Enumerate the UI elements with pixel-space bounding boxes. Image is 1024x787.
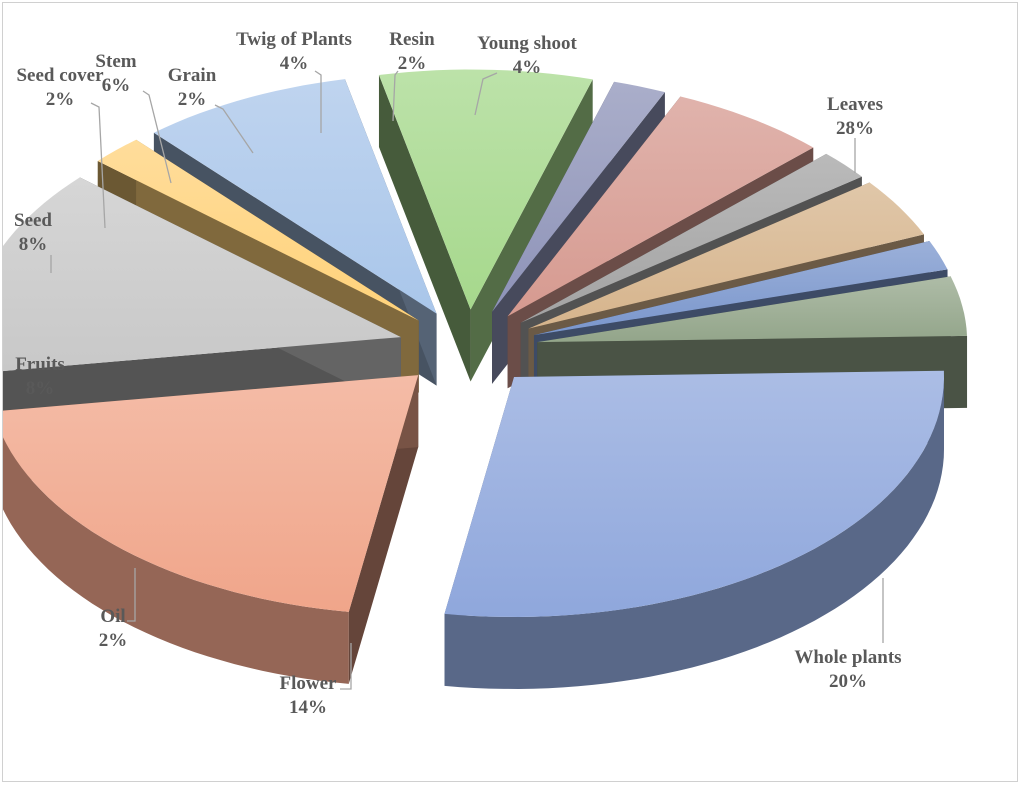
slice-stem-top bbox=[507, 96, 814, 317]
data-label-flower-percent: 14% bbox=[289, 697, 327, 718]
leader-line-resin bbox=[392, 70, 399, 122]
data-label-leaves-percent: 28% bbox=[836, 118, 874, 139]
data-label-stem-name: Stem bbox=[95, 51, 136, 72]
data-label-grain-percent: 2% bbox=[178, 89, 207, 110]
slice-young-shoot-top bbox=[537, 276, 967, 343]
data-label-fruits-name: Fruits bbox=[15, 354, 65, 375]
data-label-seed-cover-percent: 2% bbox=[46, 89, 75, 110]
data-label-whole-plants-name: Whole plants bbox=[794, 647, 901, 668]
slice-whole-plants-outer-wall bbox=[3, 437, 349, 684]
leader-line-stem bbox=[142, 90, 172, 184]
slices-layer bbox=[3, 69, 968, 689]
data-label-oil-name: Oil bbox=[100, 606, 125, 627]
pie-chart: Leaves 28% Whole plants 20% Flower 14% Oil 2% Fr… bbox=[3, 29, 968, 718]
leader-line-flower bbox=[340, 643, 352, 690]
data-label-seed-percent: 8% bbox=[19, 234, 48, 255]
slice-whole-plants-side-wall bbox=[348, 375, 419, 684]
leader-line-seed-cover bbox=[90, 102, 106, 229]
slice-seed-side-wall bbox=[378, 75, 471, 382]
leader-line-twig-of-plants bbox=[314, 70, 322, 133]
data-label-fruits-percent: 8% bbox=[26, 378, 55, 399]
slice-whole-plants-top bbox=[3, 375, 419, 612]
slice-seed-cover-top bbox=[492, 81, 665, 312]
data-label-resin-percent: 2% bbox=[398, 53, 427, 74]
slice-grain-top bbox=[520, 153, 862, 323]
data-label-seed-name: Seed bbox=[14, 210, 52, 231]
data-label-grain-name: Grain bbox=[168, 65, 217, 86]
slice-twig-of-plants-top bbox=[528, 182, 924, 329]
data-label-young-shoot-percent: 4% bbox=[513, 57, 542, 78]
slice-leaves-outer-wall bbox=[444, 377, 944, 689]
data-label-stem-percent: 6% bbox=[102, 75, 131, 96]
slice-leaves bbox=[444, 370, 944, 689]
data-labels: Leaves 28% Whole plants 20% Flower 14% Oil 2% Fr… bbox=[14, 29, 902, 718]
slice-flower bbox=[3, 177, 401, 444]
data-label-whole-plants-percent: 20% bbox=[829, 671, 867, 692]
slice-flower-top bbox=[3, 177, 401, 372]
slice-resin-top bbox=[533, 241, 948, 336]
data-label-leaves-name: Leaves bbox=[827, 94, 883, 115]
slice-seed-top bbox=[379, 69, 593, 310]
data-label-twig-of-plants-percent: 4% bbox=[280, 53, 309, 74]
data-label-twig-of-plants-name: Twig of Plants bbox=[236, 29, 352, 50]
leader-line-grain bbox=[214, 104, 254, 154]
leader-lines bbox=[50, 70, 884, 690]
slice-fruits-top bbox=[153, 79, 437, 314]
data-label-oil-percent: 2% bbox=[99, 630, 128, 651]
slice-whole-plants bbox=[3, 375, 419, 684]
data-label-resin-name: Resin bbox=[389, 29, 435, 50]
slice-oil-top bbox=[97, 139, 419, 321]
leader-line-young-shoot bbox=[474, 72, 498, 116]
leader-line-oil bbox=[127, 568, 136, 622]
data-label-seed-cover-name: Seed cover bbox=[16, 65, 104, 86]
slice-leaves-top bbox=[444, 370, 944, 617]
data-label-flower-name: Flower bbox=[280, 673, 338, 694]
data-label-young-shoot-name: Young shoot bbox=[477, 33, 577, 54]
